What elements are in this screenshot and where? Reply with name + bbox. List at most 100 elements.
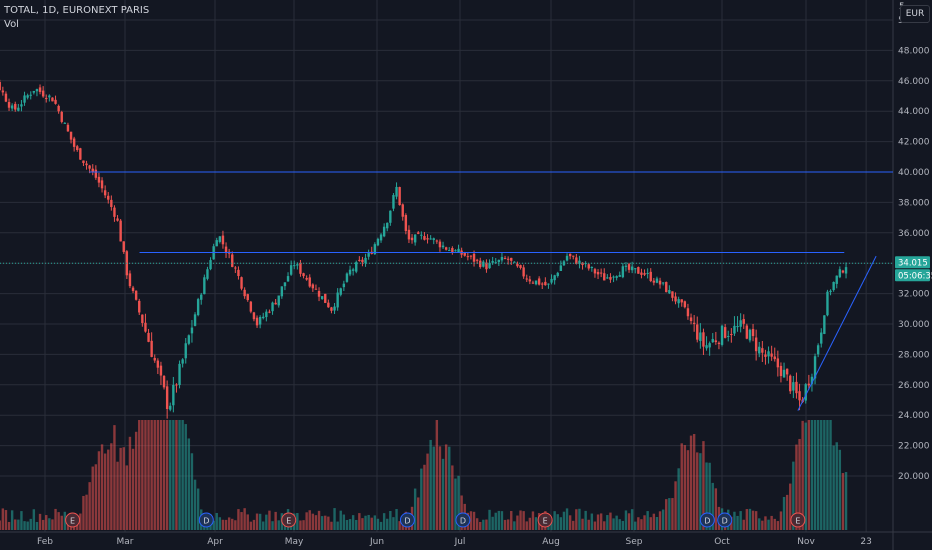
time-tick-label: Feb (37, 537, 53, 547)
candle-body (488, 262, 491, 269)
candle-body (320, 296, 324, 299)
candle-body (348, 269, 352, 275)
candle-body (547, 283, 550, 285)
price-tick-label: 42.000 (898, 138, 930, 148)
dividend-marker (399, 512, 415, 528)
volume-bar (438, 446, 442, 530)
candle-body (665, 282, 668, 293)
volume-bar (522, 511, 525, 530)
candle-body (4, 93, 8, 102)
volume-bar (382, 513, 386, 530)
candle-body (829, 290, 832, 293)
volume-bar (26, 521, 29, 530)
candle-body (466, 256, 470, 258)
candle-body (277, 295, 280, 306)
candle-body (525, 278, 528, 280)
volume-bar (568, 515, 572, 530)
candle-body (268, 311, 271, 313)
volume-bar (832, 445, 835, 530)
candle-body (553, 275, 556, 281)
price-tick-label: 32.000 (898, 290, 930, 300)
volume-bar (29, 518, 32, 530)
volume-bar (751, 510, 755, 530)
candle-body (255, 317, 259, 326)
candle-body (705, 345, 708, 349)
volume-bar (711, 482, 714, 530)
marker-label: E (795, 517, 800, 526)
candle-body (14, 103, 17, 110)
volume-bar (764, 516, 767, 530)
volume-bar (63, 511, 67, 530)
candle-body (395, 186, 398, 197)
candle-body (355, 262, 358, 272)
marker-label: E (70, 517, 75, 526)
candle-body (609, 277, 612, 280)
candle-body (671, 291, 674, 298)
chart-legend: TOTAL, 1D, EURONEXT PARIS Vol (4, 4, 149, 32)
candle-body (286, 276, 290, 282)
volume-bar (590, 513, 594, 530)
candle-body (392, 195, 395, 209)
candle-body (243, 289, 246, 297)
volume-bar (785, 494, 789, 530)
volume-bar (652, 513, 656, 530)
candle-body (779, 365, 783, 377)
volume-bar (317, 510, 321, 530)
symbol-title: TOTAL, 1D, EURONEXT PARIS (4, 5, 150, 16)
volume-bar (252, 519, 256, 530)
volume-bar (748, 508, 752, 530)
candle-body (283, 282, 287, 287)
currency-button[interactable]: EUR (900, 5, 930, 23)
candle-body (432, 238, 435, 241)
volume-bar (671, 498, 674, 530)
volume-bar (138, 420, 141, 530)
volume-bar (4, 510, 8, 530)
countdown-badge: 05:06:35 (898, 272, 932, 282)
candle-body (200, 294, 203, 300)
volume-bar (413, 488, 417, 530)
candle-body (711, 338, 714, 343)
volume-bar (358, 513, 361, 530)
volume-bar (779, 511, 783, 530)
volume-bar (513, 521, 516, 530)
candle-body (382, 226, 386, 237)
volume-bar (835, 442, 838, 530)
volume-bar (116, 461, 119, 530)
candle-body (696, 324, 699, 340)
candle-body (482, 261, 485, 267)
volume-bar (423, 464, 426, 530)
candle-body (345, 273, 349, 282)
volume-bar (677, 468, 680, 530)
candle-body (826, 291, 829, 316)
marker-label: D (203, 517, 209, 526)
volume-bar (506, 519, 510, 530)
volume-bar (733, 511, 736, 530)
candle-body (463, 252, 466, 256)
volume-bar (32, 509, 36, 530)
earnings-marker (281, 512, 297, 528)
volume-bar (627, 513, 631, 530)
candle-body (544, 281, 547, 286)
candle-body (342, 283, 346, 288)
candle-body (475, 259, 479, 261)
candle-body (407, 229, 411, 240)
volume-bar (599, 513, 603, 530)
volume-bar (426, 453, 429, 530)
volume-bar (234, 520, 237, 530)
candle-body (333, 306, 336, 311)
candle-body (10, 105, 14, 109)
candle-body (677, 299, 680, 304)
volume-bar (621, 520, 625, 530)
candle-body (795, 381, 798, 394)
volume-bar (224, 519, 228, 530)
candle-body (640, 272, 643, 275)
volume-bar (119, 447, 122, 530)
volume-bar (820, 420, 823, 530)
volume-bar (773, 518, 776, 530)
volume-bar (227, 517, 231, 530)
candle-body (165, 386, 169, 409)
volume-bar (305, 512, 308, 530)
candle-body (578, 260, 581, 264)
candle-body (404, 215, 408, 231)
